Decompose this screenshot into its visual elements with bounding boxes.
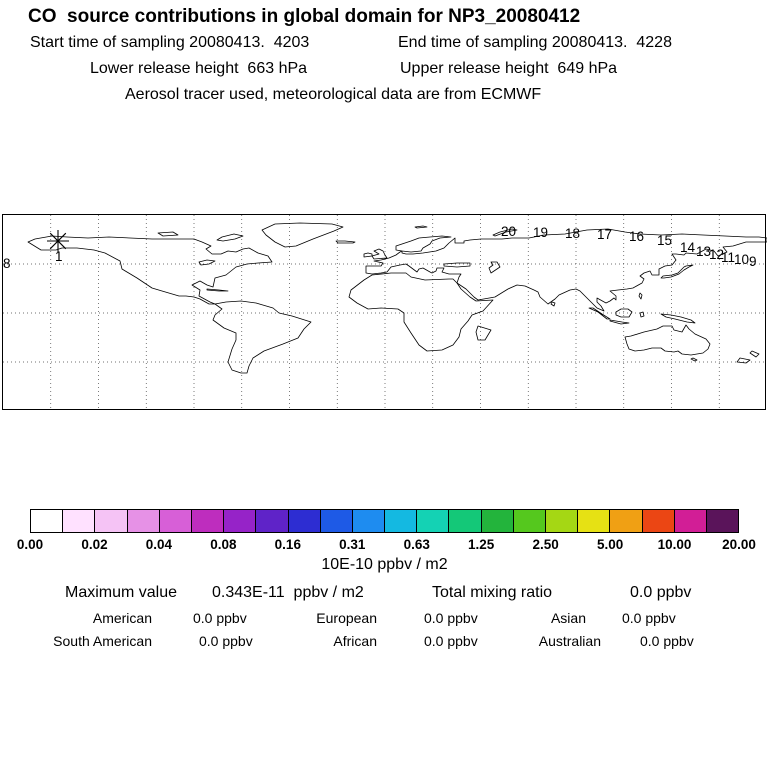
colorbar-tick-label: 0.04 [145, 537, 173, 552]
colorbar-tick-label: 0.02 [81, 537, 108, 552]
colorbar [30, 509, 739, 533]
trajectory-point-label: 15 [657, 233, 673, 248]
colorbar-segment [481, 510, 514, 532]
colorbar-unit: 10E-10 ppbv / m2 [321, 556, 448, 573]
trajectory-point-label: 18 [565, 226, 581, 241]
upper-release-text: Upper release height 649 hPa [400, 60, 618, 77]
colorbar-segment [63, 510, 96, 532]
colorbar-segment [31, 510, 64, 532]
colorbar-segment [159, 510, 192, 532]
colorbar-segment [642, 510, 675, 532]
region-name-australian: Australian [538, 633, 601, 649]
colorbar-segment [578, 510, 611, 532]
trajectory-point-label: 17 [597, 227, 613, 242]
trajectory-point-label: 14 [680, 240, 696, 255]
region-value-asian: 0.0 ppbv [622, 610, 676, 626]
colorbar-segment [417, 510, 450, 532]
colorbar-segment [320, 510, 353, 532]
colorbar-segment [449, 510, 482, 532]
trajectory-point-label: 8 [3, 256, 11, 271]
plot-title: CO source contributions in global domain… [28, 6, 581, 27]
colorbar-tick-label: 1.25 [468, 537, 495, 552]
region-name-asian: Asian [550, 610, 586, 626]
trajectory-point-label: 19 [533, 225, 549, 240]
max-value-label: Maximum value [65, 584, 178, 601]
region-name-european: European [316, 610, 377, 626]
colorbar-segment [191, 510, 225, 532]
region-value-european: 0.0 ppbv [424, 610, 478, 626]
end-time-text: End time of sampling 20080413. 4228 [398, 34, 672, 51]
trajectory-point-label: 10 [734, 252, 750, 267]
region-value-australian: 0.0 ppbv [640, 633, 694, 649]
world-map: 20 19 18 17 16 15 14 13 12 11 10 9 8 1 [2, 214, 767, 411]
trajectory-point-label: 20 [501, 224, 517, 239]
colorbar-tick-label: 0.08 [210, 537, 237, 552]
colorbar-segment [610, 510, 643, 532]
colorbar-tick-label: 0.31 [339, 537, 366, 552]
colorbar-segment [674, 510, 707, 532]
trajectory-point-label: 12 [709, 247, 725, 262]
colorbar-segment [513, 510, 546, 532]
colorbar-tick-label: 5.00 [596, 537, 624, 552]
region-name-south-american: South American [53, 633, 152, 649]
trajectory-point-label: 9 [749, 254, 757, 269]
lower-release-text: Lower release height 663 hPa [90, 60, 308, 77]
max-value: 0.343E-11 ppbv / m2 [212, 584, 364, 601]
trajectory-point-label: 11 [721, 250, 736, 265]
colorbar-segment [127, 510, 160, 532]
colorbar-segment [385, 510, 418, 532]
colorbar-tick-label: 2.50 [532, 537, 559, 552]
colorbar-segment [224, 510, 257, 532]
total-mixing-value: 0.0 ppbv [630, 584, 692, 601]
release-marker-icon [49, 232, 67, 250]
colorbar-segment [95, 510, 128, 532]
colorbar-segment [352, 510, 386, 532]
colorbar-tick-label: 0.63 [403, 537, 430, 552]
trajectory-point-label: 16 [629, 229, 645, 244]
trajectory-point-label: 1 [55, 249, 63, 264]
region-value-south-american: 0.0 ppbv [199, 633, 253, 649]
trajectory-point-label: 13 [696, 244, 712, 259]
region-value-american: 0.0 ppbv [193, 610, 247, 626]
start-time-text: Start time of sampling 20080413. 4203 [30, 34, 310, 51]
colorbar-segment [546, 510, 579, 532]
colorbar-tick-label: 0.16 [274, 537, 301, 552]
tracer-text: Aerosol tracer used, meteorological data… [125, 86, 542, 103]
colorbar-tick-label: 0.00 [16, 537, 44, 552]
colorbar-segment [288, 510, 321, 532]
region-name-african: African [333, 633, 377, 649]
colorbar-tick-label: 20.00 [722, 537, 756, 552]
colorbar-segment [256, 510, 289, 532]
total-mixing-label: Total mixing ratio [432, 584, 553, 601]
colorbar-tick-label: 10.00 [657, 537, 692, 552]
region-name-american: American [92, 610, 152, 626]
coastlines-svg [3, 215, 767, 411]
colorbar-segment [706, 510, 739, 532]
colorbar-ticks: 0.00 0.02 0.04 0.08 0.16 0.31 0.63 1.25 2.50 5.00… [0, 537, 768, 555]
region-value-african: 0.0 ppbv [424, 633, 478, 649]
